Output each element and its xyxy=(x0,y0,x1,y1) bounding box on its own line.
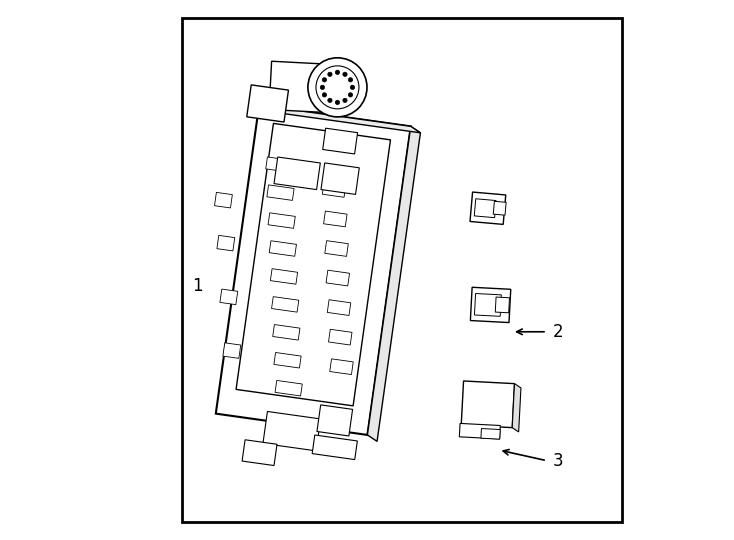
PathPatch shape xyxy=(323,128,357,154)
PathPatch shape xyxy=(330,359,353,375)
PathPatch shape xyxy=(220,289,238,305)
PathPatch shape xyxy=(459,423,501,439)
Text: 3: 3 xyxy=(553,452,563,470)
PathPatch shape xyxy=(273,325,300,340)
PathPatch shape xyxy=(268,213,295,228)
PathPatch shape xyxy=(275,381,302,396)
PathPatch shape xyxy=(266,157,293,172)
PathPatch shape xyxy=(327,300,351,315)
Text: 1: 1 xyxy=(192,277,203,295)
PathPatch shape xyxy=(481,429,500,439)
PathPatch shape xyxy=(329,329,352,345)
PathPatch shape xyxy=(274,157,320,190)
PathPatch shape xyxy=(495,297,509,313)
PathPatch shape xyxy=(269,241,297,256)
PathPatch shape xyxy=(474,199,496,218)
PathPatch shape xyxy=(322,181,346,197)
Circle shape xyxy=(350,85,355,90)
Bar xyxy=(181,17,622,523)
PathPatch shape xyxy=(325,241,349,256)
PathPatch shape xyxy=(269,61,346,113)
PathPatch shape xyxy=(267,185,294,200)
PathPatch shape xyxy=(216,105,411,435)
PathPatch shape xyxy=(470,287,511,322)
Circle shape xyxy=(308,58,367,117)
PathPatch shape xyxy=(274,353,301,368)
PathPatch shape xyxy=(312,435,357,460)
PathPatch shape xyxy=(368,126,421,441)
PathPatch shape xyxy=(236,124,390,406)
Text: 2: 2 xyxy=(553,323,563,341)
PathPatch shape xyxy=(259,105,421,133)
Circle shape xyxy=(320,85,324,90)
Circle shape xyxy=(335,100,340,105)
Circle shape xyxy=(343,72,347,77)
PathPatch shape xyxy=(214,192,233,208)
PathPatch shape xyxy=(470,192,506,225)
PathPatch shape xyxy=(247,85,288,122)
Circle shape xyxy=(328,98,332,103)
Circle shape xyxy=(322,78,327,82)
Circle shape xyxy=(328,72,332,77)
PathPatch shape xyxy=(321,163,360,194)
PathPatch shape xyxy=(326,270,349,286)
PathPatch shape xyxy=(461,381,515,428)
PathPatch shape xyxy=(493,201,506,215)
PathPatch shape xyxy=(223,343,241,359)
PathPatch shape xyxy=(324,211,347,227)
PathPatch shape xyxy=(317,405,352,436)
PathPatch shape xyxy=(270,269,297,284)
PathPatch shape xyxy=(263,411,321,451)
Circle shape xyxy=(343,98,347,103)
PathPatch shape xyxy=(272,296,299,312)
PathPatch shape xyxy=(242,440,277,465)
Circle shape xyxy=(349,78,352,82)
Circle shape xyxy=(316,66,359,109)
Circle shape xyxy=(349,93,352,97)
Circle shape xyxy=(335,70,340,75)
PathPatch shape xyxy=(474,294,501,316)
PathPatch shape xyxy=(512,383,521,432)
PathPatch shape xyxy=(217,235,235,251)
Circle shape xyxy=(322,93,327,97)
